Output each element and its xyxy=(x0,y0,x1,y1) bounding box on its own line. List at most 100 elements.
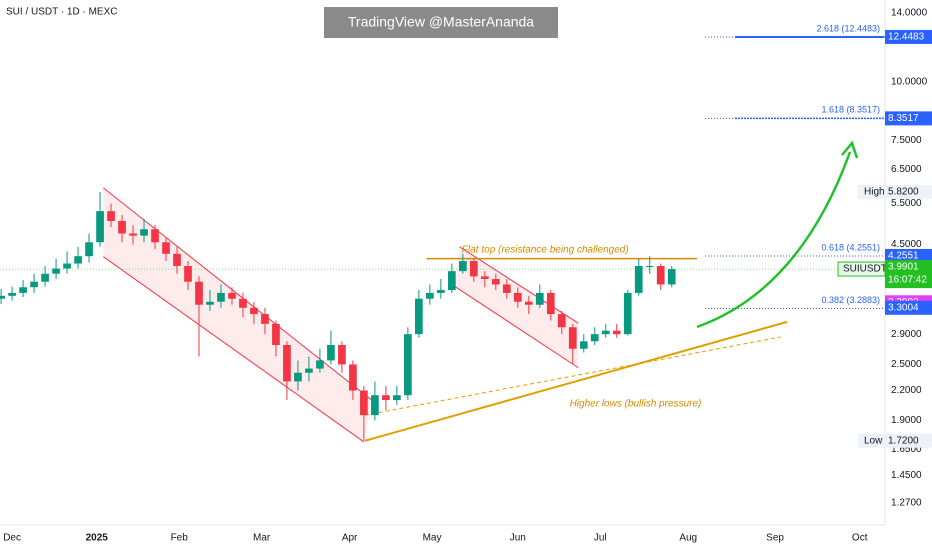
channel-line xyxy=(459,246,579,324)
candle-body xyxy=(129,233,137,236)
candle-body xyxy=(656,266,665,285)
candle-body xyxy=(382,395,390,401)
candle-body xyxy=(371,395,379,416)
price-tag-label: 8.3517 xyxy=(888,113,919,124)
y-tick-label: 7.5000 xyxy=(891,135,922,146)
candle-body xyxy=(491,279,500,285)
candle-body xyxy=(426,292,434,299)
last-price-label: 3.9901 xyxy=(888,262,919,273)
candle-body xyxy=(294,372,302,382)
candle-body xyxy=(513,292,522,302)
candle-body xyxy=(535,292,544,305)
extreme-name: Low xyxy=(864,435,883,446)
x-tick-label: Oct xyxy=(852,533,868,544)
candle-body xyxy=(19,287,27,293)
price-tag xyxy=(885,111,932,126)
candle-body xyxy=(623,292,632,335)
candle-body xyxy=(327,344,335,361)
watermark-box xyxy=(324,7,558,38)
candle-body xyxy=(469,261,478,277)
fib-label: 0.382 (3.2883) xyxy=(821,295,880,305)
countdown: 16:07:42 xyxy=(888,275,927,286)
channel-line xyxy=(103,256,365,443)
candle-body xyxy=(195,281,203,305)
candle-body xyxy=(8,292,16,296)
annotation: Higher lows (bullish pressure) xyxy=(570,399,702,410)
candle-body xyxy=(118,221,126,234)
x-tick-label: Jun xyxy=(510,533,526,544)
symbol-name: SUIUSDT xyxy=(843,264,887,275)
candle-body xyxy=(206,301,214,305)
candle-body xyxy=(184,266,192,282)
price-tag xyxy=(885,248,932,263)
y-tick-label: 10.0000 xyxy=(891,76,928,87)
candle-body xyxy=(239,298,247,308)
candle-body xyxy=(85,242,93,257)
candle-body xyxy=(283,344,291,382)
price-tag-label: 3.3004 xyxy=(888,302,919,313)
candle-body xyxy=(0,295,5,299)
y-tick-label: 5.5000 xyxy=(891,198,922,209)
y-tick-label: 6.5000 xyxy=(891,164,922,175)
candle-body xyxy=(458,261,467,272)
candle-body xyxy=(63,263,71,269)
x-tick-label: Sep xyxy=(766,533,784,544)
candle-body xyxy=(546,292,555,315)
candle-body xyxy=(338,344,346,365)
extreme-label: 5.8200 xyxy=(888,187,919,198)
x-tick-label: Feb xyxy=(171,533,189,544)
support-dashed-line xyxy=(364,336,781,416)
extreme-label: 1.7200 xyxy=(888,435,919,446)
x-tick-label: Apr xyxy=(342,533,358,544)
candle-body xyxy=(261,314,269,324)
candle-body xyxy=(316,360,324,369)
x-tick-label: Dec xyxy=(3,533,21,544)
fib-label: 2.618 (12.4483) xyxy=(816,23,880,33)
candle-body xyxy=(393,395,401,401)
fib-label: 1.618 (8.3517) xyxy=(821,105,880,115)
y-tick-label: 1.6500 xyxy=(891,444,922,455)
candle-body xyxy=(41,273,49,282)
watermark: TradingView @MasterAnanda xyxy=(348,14,534,30)
y-tick-label: 2.2000 xyxy=(891,385,922,396)
x-tick-label: Mar xyxy=(253,533,271,544)
y-tick-label: 1.2700 xyxy=(891,497,922,508)
candle-body xyxy=(415,298,423,335)
y-tick-label: 4.5000 xyxy=(891,239,922,250)
candle-body xyxy=(151,229,159,243)
candle-body xyxy=(250,307,258,315)
candle-body xyxy=(437,290,445,293)
candle-body xyxy=(173,253,181,267)
y-tick-label: 2.5000 xyxy=(891,359,922,370)
candle-body xyxy=(447,271,456,291)
candle-body xyxy=(612,330,621,335)
candle-body xyxy=(162,242,170,254)
extreme-box xyxy=(858,433,932,448)
price-tag xyxy=(885,300,932,315)
candle-body xyxy=(601,330,610,335)
x-tick-label: 2025 xyxy=(86,533,109,544)
channel-line xyxy=(103,187,372,401)
candle-body xyxy=(404,334,412,396)
channel-fill xyxy=(103,187,372,442)
candle-body xyxy=(502,284,511,293)
candle-body xyxy=(557,314,566,328)
fib-label: 0.618 (4.2551) xyxy=(821,242,880,252)
candle-body xyxy=(140,229,148,236)
candle-body xyxy=(305,368,313,373)
candle-body xyxy=(667,269,676,285)
x-tick-label: Jul xyxy=(594,533,607,544)
candle-body xyxy=(645,266,654,268)
annotation: Flat top (resistance being challenged) xyxy=(462,245,629,256)
candle-body xyxy=(217,292,225,302)
candle-body xyxy=(568,327,577,349)
candle-body xyxy=(30,281,38,288)
candle-body xyxy=(272,323,280,345)
support-line xyxy=(364,320,788,442)
y-tick-label: 2.9000 xyxy=(891,329,922,340)
y-tick-label: 1.4500 xyxy=(891,470,922,481)
candle-body xyxy=(228,292,236,299)
chart-title: SUI / USDT · 1D · MEXC xyxy=(6,7,118,18)
extreme-name: High xyxy=(864,187,885,198)
